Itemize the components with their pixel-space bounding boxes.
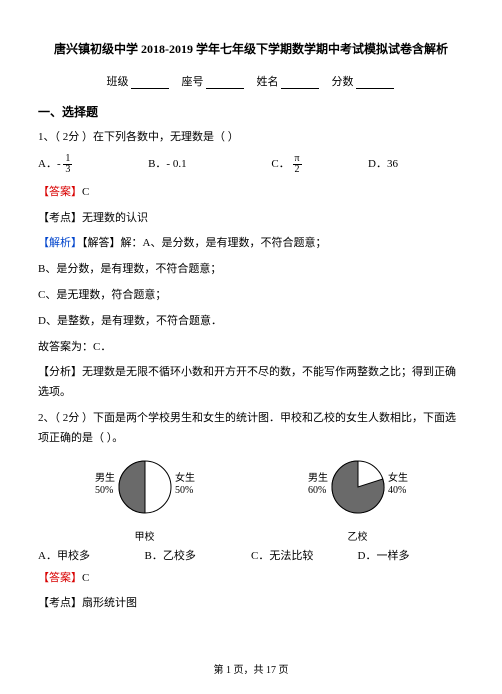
label-class: 班级 [107, 76, 129, 88]
q1-conclusion: 故答案为：C． [38, 338, 464, 358]
q1-a-fraction: 13 [63, 154, 72, 175]
pie1-male-pct: 50% [95, 485, 113, 496]
pie2-male-label: 男生 [308, 471, 328, 484]
q2-stem: 2、（ 2分 ）下面是两个学校男生和女生的统计图．甲校和乙校的女生人数相比，下面… [38, 409, 464, 449]
answer-label: 【答案】 [38, 186, 82, 198]
pie1-female-label: 女生 [175, 471, 195, 484]
q1-answer-value: C [82, 186, 89, 198]
label-score: 分数 [332, 76, 354, 88]
pie1-female-pct: 50% [175, 485, 193, 496]
keypoint-label: 【考点】 [38, 212, 82, 224]
q2-opt-a: A．甲校多 [38, 547, 145, 563]
q1-explain-b: B、是分数，是有理数，不符合题意； [38, 260, 464, 280]
q1-keypoint: 【考点】无理数的认识 [38, 209, 464, 229]
q2-opt-b: B．乙校多 [145, 547, 252, 563]
label-name: 姓名 [257, 76, 279, 88]
q2-answer-value: C [82, 572, 89, 584]
q1-stem: 1、（ 2分 ）在下列各数中，无理数是（ ） [38, 128, 464, 148]
q1-a-label: A．- [38, 158, 63, 170]
q1-opt-a: A．- 13 [38, 154, 148, 175]
q2-keypoint-value: 扇形统计图 [82, 597, 137, 609]
page-footer: 第 1 页，共 17 页 [0, 661, 502, 676]
answer-label: 【答案】 [38, 572, 82, 584]
q2-options: A．甲校多 B．乙校多 C．无法比较 D．一样多 [38, 547, 464, 563]
q2-keypoint: 【考点】扇形统计图 [38, 594, 464, 614]
q1-a-den: 3 [63, 165, 72, 175]
q1-answer: 【答案】C [38, 183, 464, 203]
q1-explain-a: 【解析】【解答】解：A、是分数，是有理数，不符合题意； [38, 234, 464, 254]
q1-explain-d: D、是整数，是有理数，不符合题意． [38, 312, 464, 332]
q1-explain-lead: 【解答】解：A、是分数，是有理数，不符合题意； [82, 237, 326, 249]
q1-opt-d: D．36 [368, 154, 464, 175]
blank-seat [206, 77, 244, 89]
chart-yi: 男生 60% 女生 40% 乙校 [251, 457, 464, 543]
q2-answer: 【答案】C [38, 569, 464, 589]
q1-c-den: 2 [293, 165, 302, 175]
pie2-male-pct: 60% [308, 485, 326, 496]
q1-c-fraction: π2 [293, 154, 302, 175]
pie2-female-pct: 40% [388, 485, 406, 496]
blank-score [356, 77, 394, 89]
blank-class [131, 77, 169, 89]
pie-yi-icon: 男生 60% 女生 40% [288, 457, 428, 523]
label-seat: 座号 [182, 76, 204, 88]
pie1-school: 甲校 [38, 528, 251, 543]
pie2-school: 乙校 [251, 528, 464, 543]
fill-blanks-row: 班级 座号 姓名 分数 [38, 73, 464, 89]
keypoint-label: 【考点】 [38, 597, 82, 609]
pie2-female-label: 女生 [388, 471, 408, 484]
section-1-heading: 一、选择题 [38, 103, 464, 120]
q1-keypoint-value: 无理数的认识 [82, 212, 148, 224]
q1-analysis: 【分析】无理数是无限不循环小数和开方开不尽的数，不能写作两整数之比；得到正确选项… [38, 363, 464, 403]
blank-name [281, 77, 319, 89]
q1-explain-c: C、是无理数，符合题意； [38, 286, 464, 306]
pie1-male-label: 男生 [95, 471, 115, 484]
q2-opt-c: C．无法比较 [251, 547, 358, 563]
explain-label: 【解析】 [38, 237, 82, 249]
q2-charts: 男生 50% 女生 50% 甲校 男生 60% 女生 40% 乙校 [38, 457, 464, 543]
q1-options: A．- 13 B．- 0.1 C． π2 D．36 [38, 154, 464, 175]
pie-jia-icon: 男生 50% 女生 50% [75, 457, 215, 523]
chart-jia: 男生 50% 女生 50% 甲校 [38, 457, 251, 543]
page: 唐兴镇初级中学 2018-2019 学年七年级下学期数学期中考试模拟试卷含解析 … [0, 0, 502, 694]
q2-opt-d: D．一样多 [358, 547, 465, 563]
q1-opt-b: B．- 0.1 [148, 154, 271, 175]
q1-c-label: C． [271, 158, 289, 170]
doc-title: 唐兴镇初级中学 2018-2019 学年七年级下学期数学期中考试模拟试卷含解析 [38, 40, 464, 57]
q1-opt-c: C． π2 [271, 154, 368, 175]
